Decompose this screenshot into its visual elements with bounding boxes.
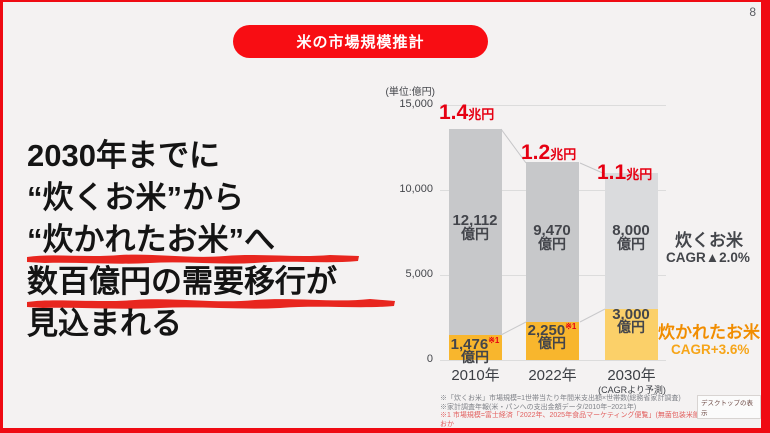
footnote-line-1: ※「炊くお米」市場規模=1世帯当たり年間米支出額×世帯数(総務省家計調査) — [440, 395, 681, 402]
headline-line-4: 数百億円の需要移行が — [27, 264, 337, 299]
ytick-5000: 5,000 — [405, 268, 433, 280]
page-number: 8 — [749, 5, 756, 19]
show-desktop-tooltip: デスクトップの表示 — [697, 395, 761, 419]
xtick-2030: 2030年 — [607, 367, 656, 384]
legend-takareta-okome-cagr: CAGR+3.6% — [671, 342, 750, 357]
slide-title-pill: 米の市場規模推計 — [233, 25, 488, 58]
bar-2010-gray-value: 12,112 億円 — [452, 212, 498, 242]
legend-taku-okome: 炊くお米 — [675, 231, 743, 250]
chart-unit-label: (単位:億円) — [385, 87, 435, 98]
bar-2010-orange-segment — [449, 335, 502, 360]
headline-line-3: “炊かれたお米”へ — [27, 222, 275, 257]
footnote-line-2: ※家計調査年報(米・パンへの支出金額データ/2010年~2021年) — [440, 403, 637, 411]
bar-2030-total-label: 1.1兆円 — [597, 161, 652, 185]
bar-2010-total-unit: 兆円 — [468, 107, 495, 122]
headline-line-5: 見込まれる — [27, 306, 182, 341]
ytick-15000: 15,000 — [399, 98, 433, 110]
headline: 2030年までに “炊くお米”から “炊かれたお米”へ 数百億円の需要移行が 見… — [27, 135, 337, 345]
bar-2022-total-number: 1.2 — [521, 141, 551, 164]
bar-2022-total-label: 1.2兆円 — [521, 141, 576, 165]
gridline-0 — [440, 360, 666, 361]
bar-2030-total-unit: 兆円 — [626, 167, 653, 182]
ytick-10000: 10,000 — [399, 183, 433, 195]
bar-2030-orange-segment — [605, 309, 658, 360]
xtick-2010: 2010年 — [451, 367, 500, 384]
brush-underline-2 — [27, 299, 395, 309]
bar-2022-orange-value: 2,250※1 億円 — [527, 322, 577, 351]
bar-2022-total-unit: 兆円 — [550, 147, 577, 162]
footnote-mark-2: ※1 — [565, 322, 577, 331]
headline-line-2: “炊くお米”から — [27, 180, 244, 215]
bar-2030-total-number: 1.1 — [597, 161, 627, 184]
legend-takareta-okome: 炊かれたお米 — [658, 323, 760, 342]
footnotes: ※「炊くお米」市場規模=1世帯当たり年間米支出額×世帯数(総務省家計調査) ※家… — [440, 395, 761, 433]
bar-2022-gray-value: 9,470 億円 — [533, 222, 571, 252]
legend-taku-okome-cagr: CAGR▲2.0% — [666, 250, 750, 265]
slide-title: 米の市場規模推計 — [296, 34, 425, 51]
bar-2010-total-number: 1.4 — [439, 101, 469, 124]
brush-underline-1 — [27, 254, 359, 264]
ytick-0: 0 — [426, 353, 433, 365]
bar-2010-gray-segment — [449, 129, 502, 335]
connector-lines — [500, 128, 606, 336]
footnote-line-4: ゆ・雑炊・リゾット、冷凍米飯類(成型/バラタイプ)) — [440, 429, 603, 433]
bar-2010-total-label: 1.4兆円 — [439, 101, 494, 125]
xtick-2030-note: (CAGRより予測) — [598, 385, 666, 395]
headline-line-1: 2030年までに — [27, 138, 220, 173]
bar-2010-orange-value: 1,476※1 億円 — [450, 336, 500, 365]
bar-2030-gray-value: 8,000 億円 — [612, 222, 650, 252]
xtick-2022: 2022年 — [528, 367, 577, 384]
footnote-line-3: ※1 市場規模=富士経済「2022年、2025年食品マーケティング便覧」(無菌包… — [440, 412, 758, 428]
bar-2030-gray-segment — [605, 173, 658, 309]
bar-2030-orange-value: 3,000 億円 — [612, 306, 650, 335]
gridline-15000 — [440, 105, 666, 106]
footnote-mark-1: ※1 — [488, 336, 500, 345]
bar-2022-orange-segment — [526, 322, 579, 360]
bar-2022-gray-segment — [526, 162, 579, 322]
